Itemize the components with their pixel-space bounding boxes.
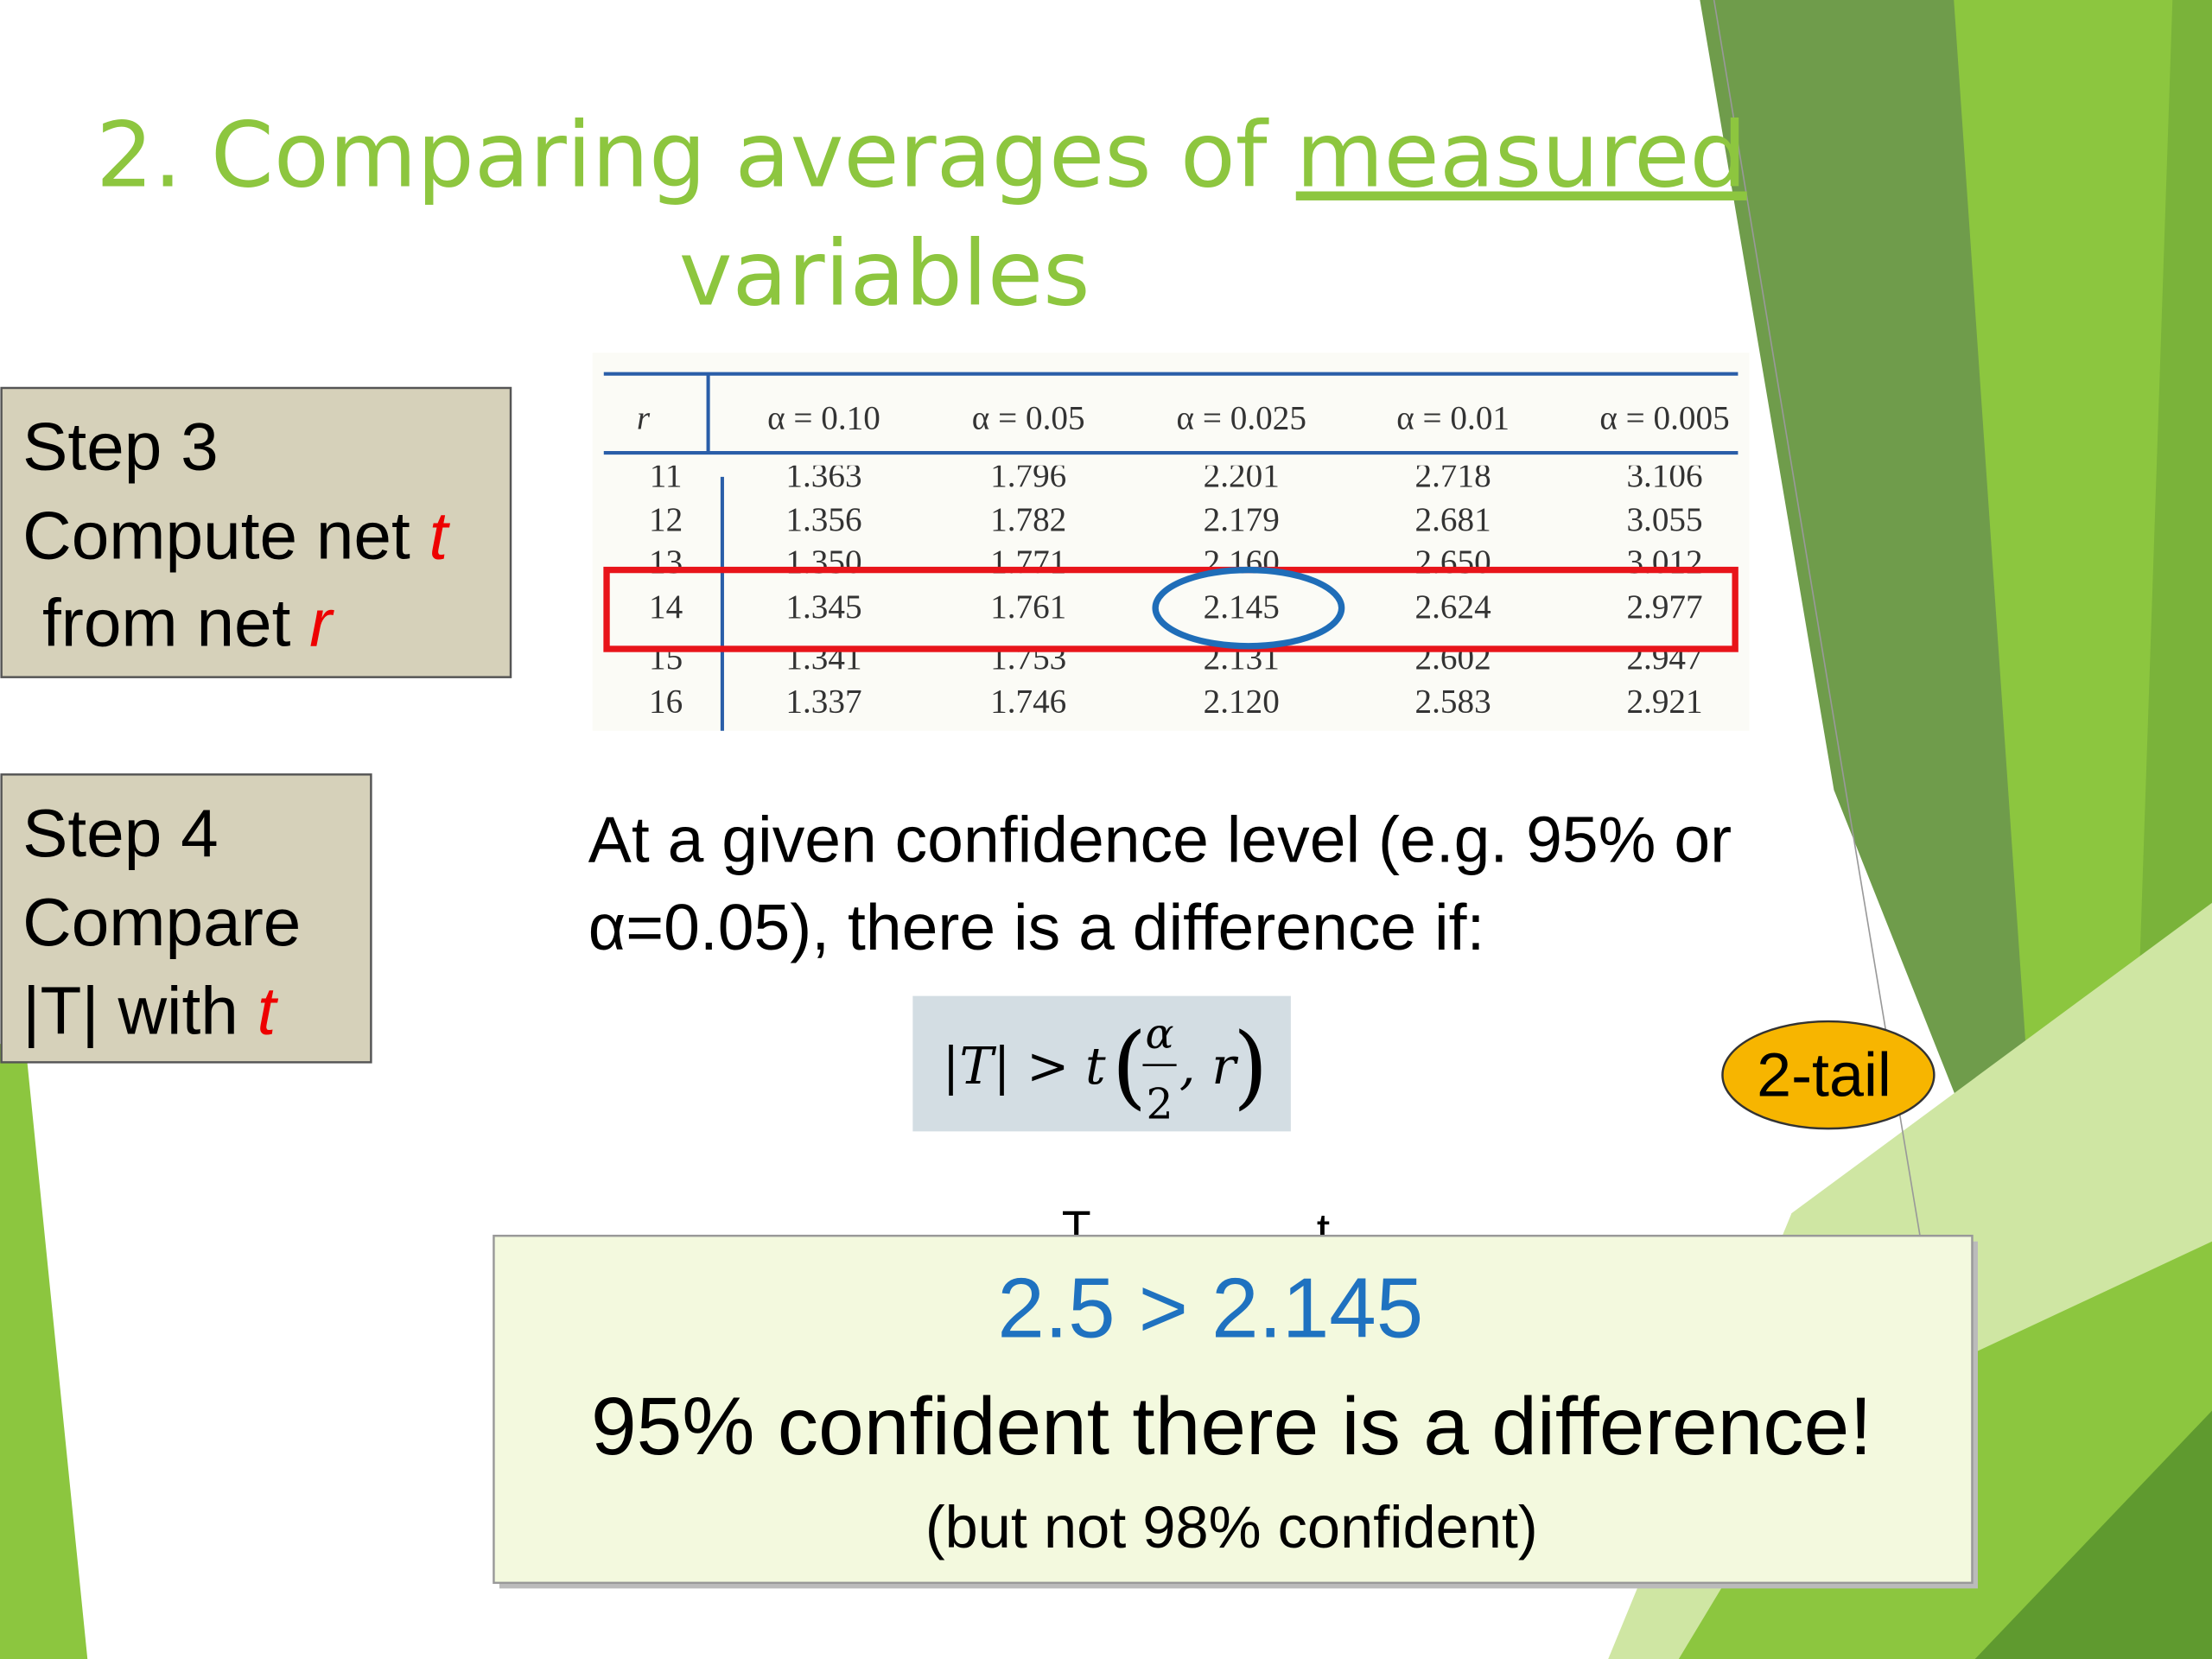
table-cell: 3.012 — [1626, 543, 1702, 581]
symbol: r — [309, 585, 334, 661]
t-table: 11 1.363 1.796 2.201 2.718 3.106 12 1.356 1.782 2… — [592, 353, 1750, 731]
table-cell: 2.977 — [1626, 588, 1702, 626]
paragraph: At a given confidence level (e.g. 95% or — [588, 804, 1732, 876]
formula-numerator: α — [1146, 1009, 1174, 1058]
symbol: t — [257, 973, 279, 1049]
table-cell: 1.746 — [990, 683, 1066, 720]
table-header: α = 0.01 — [1396, 399, 1510, 436]
formula-denominator: 2 — [1146, 1080, 1173, 1129]
table-bg — [592, 353, 1750, 731]
table-cell: 2.681 — [1415, 501, 1491, 538]
table-cell: 16 — [649, 683, 683, 720]
table-cell: 2.120 — [1204, 683, 1280, 720]
table-cell: 2.921 — [1626, 683, 1702, 720]
formula-paren: ( — [1112, 1014, 1147, 1119]
table-cell: 2.583 — [1415, 683, 1491, 720]
conclusion-statement: 95% confident there is a difference! — [591, 1381, 1872, 1472]
table-cell: 1.350 — [785, 543, 861, 581]
table-cell: 1.337 — [785, 683, 861, 720]
table-cell: 1.782 — [990, 501, 1066, 538]
step-line: from net — [42, 585, 309, 661]
formula-box — [912, 995, 1291, 1132]
table-cell: 2.624 — [1415, 588, 1491, 626]
table-header: r — [637, 399, 651, 436]
step-heading: Step 3 — [22, 409, 219, 485]
title: variables — [679, 221, 1090, 327]
table-cell: 2.602 — [1415, 639, 1491, 677]
table-cell: 3.055 — [1626, 501, 1702, 538]
table-cell: 11 — [650, 457, 683, 494]
table-cell: 1.345 — [785, 588, 861, 626]
table-cell: 3.106 — [1626, 457, 1702, 494]
step-line: |T| with — [22, 973, 257, 1049]
table-header: α = 0.005 — [1599, 399, 1729, 436]
table-cell: 1.761 — [990, 588, 1066, 626]
badge — [1721, 1020, 1936, 1130]
step-text: Compute net t — [22, 498, 450, 574]
table-body: 11 1.363 1.796 2.201 2.718 3.106 12 1.356 1.782 2… — [649, 457, 1703, 721]
table-header: α = 0.05 — [972, 399, 1085, 436]
table-cell: 1.341 — [785, 639, 861, 677]
table-cell: 13 — [649, 543, 683, 581]
step-text: Compare — [22, 884, 301, 960]
step-text: from net r — [42, 585, 334, 661]
table-cell: 1.796 — [990, 457, 1066, 494]
step-heading: Step 4 — [22, 795, 219, 871]
decor-shape — [1974, 1410, 2212, 1659]
table-header: α = 0.10 — [767, 399, 880, 436]
formula-paren: ) — [1233, 1014, 1268, 1119]
formula: , r — [1179, 1036, 1238, 1096]
highlight-cell — [1152, 566, 1345, 650]
decor-shape — [0, 1044, 88, 1659]
step-line: Compute net — [22, 498, 429, 574]
table-cell: 2.718 — [1415, 457, 1491, 494]
table-cell: 2.947 — [1626, 639, 1702, 677]
formula: |T| > t — [943, 1036, 1106, 1096]
highlight-row — [603, 566, 1738, 652]
table-cell: 15 — [649, 639, 683, 677]
symbol: t — [429, 498, 451, 574]
title-text: 2. Comparing averages of — [96, 103, 1296, 208]
step-box — [0, 773, 372, 1064]
table-cell: 2.145 — [1204, 588, 1280, 626]
table-cell: 2.201 — [1204, 457, 1280, 494]
table-header: α = 0.025 — [1177, 399, 1306, 436]
conclusion-comparison: 2.5 > 2.145 — [997, 1261, 1423, 1356]
table-cell: 14 — [649, 588, 683, 626]
badge-text: 2-tail — [1757, 1041, 1891, 1110]
table-cell: 1.753 — [990, 639, 1066, 677]
title-underlined: measured — [1296, 103, 1747, 208]
table-cell: 1.356 — [785, 501, 861, 538]
step-box — [0, 386, 512, 678]
step-text: |T| with t — [22, 973, 278, 1049]
table-cell: 2.650 — [1415, 543, 1491, 581]
conclusion-box — [493, 1234, 1974, 1585]
table-cell: 2.179 — [1204, 501, 1280, 538]
table-cell: 12 — [649, 501, 683, 538]
conclusion-note: (but not 98% confident) — [925, 1494, 1538, 1560]
table-cell: 1.363 — [785, 457, 861, 494]
paragraph: α=0.05), there is a difference if: — [588, 891, 1485, 963]
title: 2. Comparing averages of measured — [96, 103, 1747, 208]
table-cell: 1.771 — [990, 543, 1066, 581]
decor-shape — [1700, 0, 2053, 1341]
